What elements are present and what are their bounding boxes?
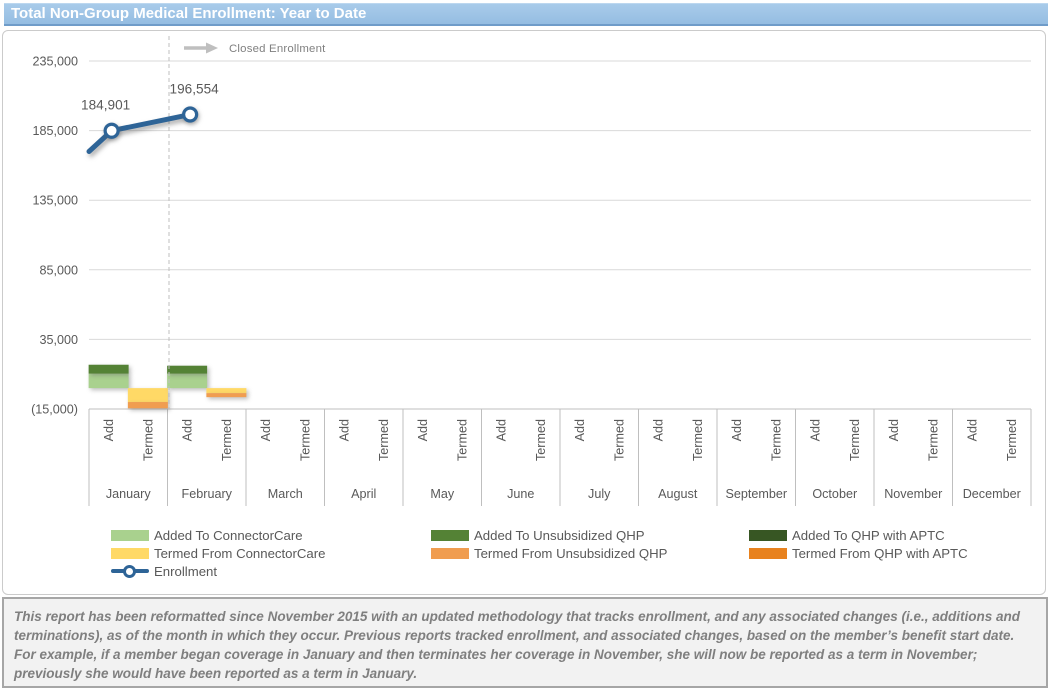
y-tick-label: 135,000: [32, 194, 78, 208]
x-month-label: June: [507, 487, 534, 501]
legend-label: Termed From Unsubsidized QHP: [474, 545, 668, 561]
x-sub-label-add: Add: [809, 419, 823, 441]
x-sub-label-termed: Termed: [691, 419, 705, 461]
legend-label: Enrollment: [154, 563, 218, 579]
legend-item: Added To QHP with APTC: [749, 526, 968, 544]
x-sub-label-add: Add: [573, 419, 587, 441]
methodology-note: This report has been reformatted since N…: [2, 597, 1048, 688]
legend-swatch-added-unsubsidized-qhp: [431, 529, 469, 541]
bar-segment: [127, 388, 168, 403]
closed-enrollment-arrowhead: [206, 42, 218, 54]
x-sub-label-add: Add: [259, 419, 273, 441]
x-sub-label-add: Add: [887, 419, 901, 441]
legend-line-marker-icon: [111, 565, 149, 578]
x-sub-label-add: Add: [102, 419, 116, 441]
x-sub-label-termed: Termed: [1005, 419, 1019, 461]
enrollment-data-label: 184,901: [81, 98, 130, 113]
x-sub-label-termed: Termed: [298, 419, 312, 461]
plot-area: (15,000) 35,000 85,000 135,000 185,000 235,00…: [31, 36, 1032, 506]
legend-column-unsubsidized-qhp: Added To Unsubsidized QHP Termed From Un…: [431, 526, 667, 562]
x-month-label: December: [963, 487, 1021, 501]
x-month-label: October: [812, 487, 857, 501]
chart-title: Total Non-Group Medical Enrollment: Year…: [11, 5, 367, 22]
legend-label: Added To QHP with APTC: [792, 527, 945, 543]
x-sub-label-termed: Termed: [534, 419, 548, 461]
bar-segment: [167, 373, 208, 389]
bar-segment: [88, 373, 129, 389]
bar-segment: [206, 393, 247, 398]
legend-item: Termed From Unsubsidized QHP: [431, 544, 667, 562]
legend-label: Added To Unsubsidized QHP: [474, 527, 645, 543]
enrollment-data-label: 196,554: [170, 82, 220, 97]
x-sub-label-termed: Termed: [141, 419, 155, 461]
y-tick-label: 185,000: [32, 124, 78, 138]
x-sub-label-termed: Termed: [455, 419, 469, 461]
y-tick-label: 235,000: [32, 55, 78, 69]
legend-item: Enrollment: [111, 562, 326, 580]
x-sub-label-termed: Termed: [377, 419, 391, 461]
x-month-label: August: [658, 487, 698, 501]
x-sub-label-termed: Termed: [848, 419, 862, 461]
x-month-label: May: [430, 487, 454, 501]
legend-label: Termed From QHP with APTC: [792, 545, 968, 561]
y-tick-label: (15,000): [31, 403, 78, 417]
x-sub-label-termed: Termed: [926, 419, 940, 461]
x-month-label: February: [182, 487, 233, 501]
x-month-label: January: [106, 487, 152, 501]
x-month-label: July: [588, 487, 611, 501]
x-month-label: April: [351, 487, 376, 501]
legend-swatch-added-qhp-aptc: [749, 529, 787, 541]
y-tick-label: 85,000: [39, 263, 78, 277]
legend-swatch-added-connectorcare: [111, 529, 149, 541]
legend-label: Added To ConnectorCare: [154, 527, 303, 543]
enrollment-chart: (15,000) 35,000 85,000 135,000 185,000 235,00…: [2, 30, 1046, 595]
legend-label: Termed From ConnectorCare: [154, 545, 326, 561]
legend-swatch-termed-unsubsidized-qhp: [431, 547, 469, 559]
methodology-text: This report has been reformatted since N…: [14, 609, 1020, 682]
x-sub-label-termed: Termed: [220, 419, 234, 461]
enrollment-marker: [103, 122, 120, 139]
x-sub-label-add: Add: [730, 419, 744, 441]
legend-column-connectorcare: Added To ConnectorCare Termed From Conne…: [111, 526, 326, 580]
bar-segment: [127, 402, 168, 409]
legend-swatch-termed-connectorcare: [111, 547, 149, 559]
x-sub-label-termed: Termed: [769, 419, 783, 461]
x-sub-label-add: Add: [966, 419, 980, 441]
legend-item: Added To ConnectorCare: [111, 526, 326, 544]
x-month-label: March: [268, 487, 303, 501]
x-sub-label-add: Add: [652, 419, 666, 441]
legend-item: Termed From QHP with APTC: [749, 544, 968, 562]
chart-legend: Added To ConnectorCare Termed From Conne…: [3, 526, 1045, 584]
y-tick-label: 35,000: [39, 333, 78, 347]
closed-enrollment-label: Closed Enrollment: [229, 43, 326, 55]
enrollment-marker: [182, 106, 199, 123]
x-month-label: November: [884, 487, 942, 501]
bar-segment: [167, 365, 208, 374]
x-sub-label-add: Add: [338, 419, 352, 441]
x-sub-label-termed: Termed: [612, 419, 626, 461]
legend-swatch-termed-qhp-aptc: [749, 547, 787, 559]
x-sub-label-add: Add: [495, 419, 509, 441]
bar-segment: [206, 388, 247, 394]
legend-column-qhp-aptc: Added To QHP with APTC Termed From QHP w…: [749, 526, 968, 562]
x-sub-label-add: Add: [416, 419, 430, 441]
x-sub-label-add: Add: [181, 419, 195, 441]
bar-segment: [88, 364, 129, 374]
legend-item: Added To Unsubsidized QHP: [431, 526, 667, 544]
chart-title-bar: Total Non-Group Medical Enrollment: Year…: [4, 3, 1048, 26]
legend-item: Termed From ConnectorCare: [111, 544, 326, 562]
x-month-label: September: [725, 487, 787, 501]
